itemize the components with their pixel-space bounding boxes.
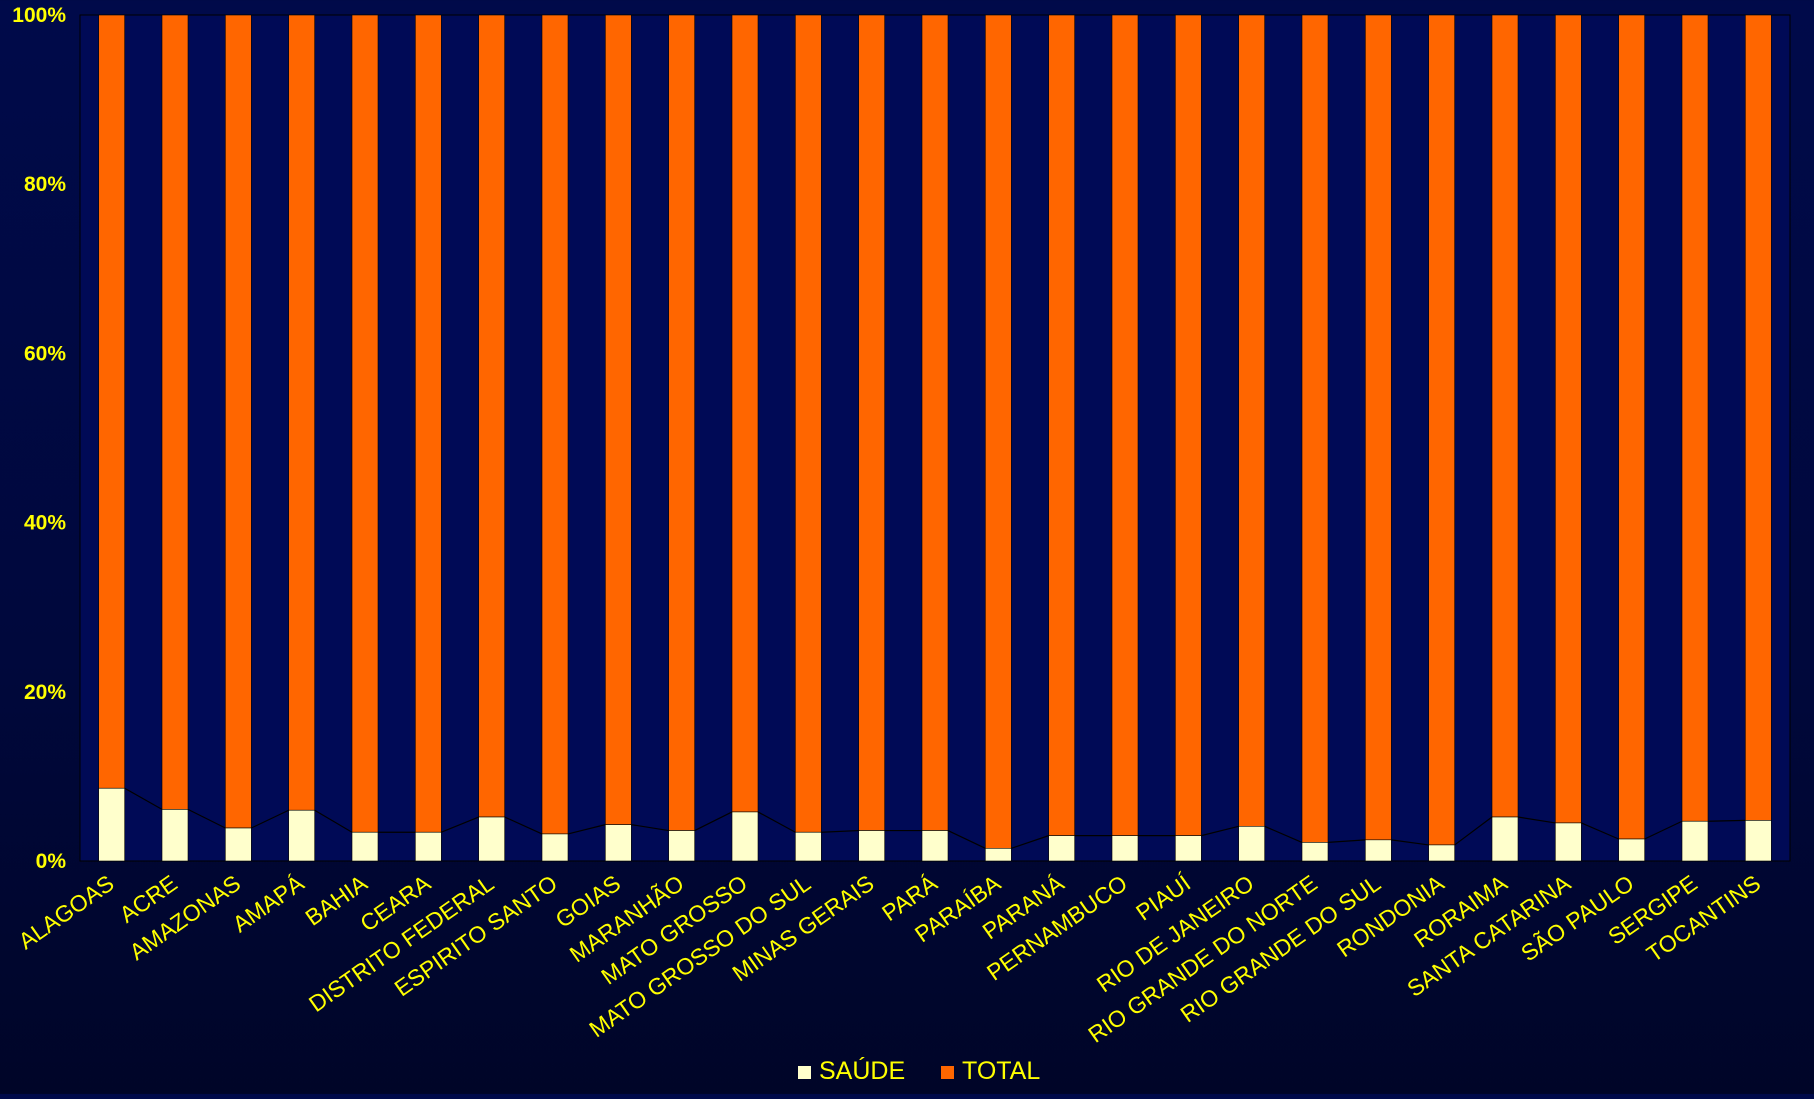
series-line	[631, 824, 669, 832]
bar-saude	[478, 816, 505, 862]
x-tick-label: AMAPÁ	[228, 869, 309, 937]
series-line	[504, 816, 543, 835]
bar-total	[1365, 14, 1392, 841]
bar-saude	[1048, 835, 1075, 862]
series-line	[1327, 839, 1366, 843]
bar-saude	[1618, 838, 1645, 862]
bar-saude	[731, 811, 759, 862]
bar-saude	[1365, 839, 1392, 862]
y-tick-label: 60%	[24, 342, 66, 365]
bar-total	[415, 14, 442, 833]
bar-saude	[1111, 835, 1139, 862]
series-line	[757, 811, 796, 833]
series-line	[1011, 835, 1049, 849]
y-tick-label: 40%	[24, 512, 66, 535]
bar-saude	[1428, 844, 1455, 862]
bar-saude	[1238, 826, 1265, 862]
bar-total	[161, 14, 189, 810]
bar-saude	[351, 831, 379, 862]
bar-total	[985, 14, 1012, 849]
bar-total	[98, 14, 125, 789]
bar-total	[541, 14, 569, 835]
series-line	[694, 811, 733, 832]
bar-saude	[288, 809, 315, 862]
bar-total	[1555, 14, 1582, 824]
bar-saude	[541, 833, 569, 862]
bar-total	[921, 14, 949, 831]
bar-total	[1491, 14, 1519, 818]
y-tick-label: 80%	[24, 173, 66, 196]
series-line	[187, 808, 226, 829]
legend-swatch-total	[941, 1066, 954, 1079]
series-line	[1454, 816, 1493, 846]
bar-total	[351, 14, 379, 833]
series-line	[1391, 839, 1429, 846]
bar-total	[668, 14, 695, 831]
y-tick-label: 0%	[36, 850, 67, 873]
legend-label-saude: SAÚDE	[819, 1056, 905, 1085]
series-line	[314, 809, 353, 833]
bar-saude	[1555, 822, 1582, 862]
bar-saude	[98, 787, 125, 862]
bar-total	[1048, 14, 1075, 836]
series-line	[251, 809, 289, 829]
series-line	[1707, 819, 1746, 822]
series-line	[1201, 825, 1239, 837]
bar-total	[1428, 14, 1455, 846]
bar-total	[795, 14, 822, 833]
y-tick-label: 100%	[12, 4, 66, 27]
bar-total	[1238, 14, 1265, 827]
bar-saude	[1745, 820, 1772, 862]
bar-total	[1111, 14, 1139, 836]
series-line	[567, 824, 606, 835]
series-line	[1644, 820, 1683, 840]
series-line	[124, 787, 163, 810]
bar-total	[478, 14, 505, 818]
bar-total	[225, 14, 252, 829]
series-line	[947, 830, 986, 849]
legend-swatch-saude	[798, 1066, 811, 1079]
bar-saude	[858, 830, 885, 862]
bar-total	[1681, 14, 1709, 822]
bar-saude	[605, 824, 632, 862]
series-line	[1581, 822, 1619, 840]
y-tick-label: 20%	[24, 681, 66, 704]
bar-saude	[1301, 842, 1329, 862]
bar-total	[1301, 14, 1329, 843]
bar-saude	[1175, 835, 1202, 862]
bar-saude	[1491, 816, 1519, 862]
legend-label-total: TOTAL	[962, 1057, 1040, 1085]
bar-saude	[795, 831, 822, 862]
bar-total	[1618, 14, 1645, 840]
series-line	[821, 829, 859, 833]
bar-saude	[985, 848, 1012, 862]
x-tick-label: ALAGOAS	[14, 870, 119, 954]
bar-saude	[161, 809, 189, 862]
bar-total	[1175, 14, 1202, 836]
bar-total	[1745, 14, 1772, 821]
series-line	[1264, 825, 1303, 843]
bar-saude	[1681, 820, 1709, 862]
bar-saude	[415, 831, 442, 862]
bar-total	[605, 14, 632, 825]
series-line	[441, 816, 479, 833]
series-line	[1517, 816, 1556, 824]
bar-saude	[225, 827, 252, 862]
bar-saude	[668, 830, 695, 862]
bar-total	[731, 14, 759, 813]
bar-saude	[921, 830, 949, 862]
bar-total	[288, 14, 315, 811]
bar-total	[858, 14, 885, 831]
